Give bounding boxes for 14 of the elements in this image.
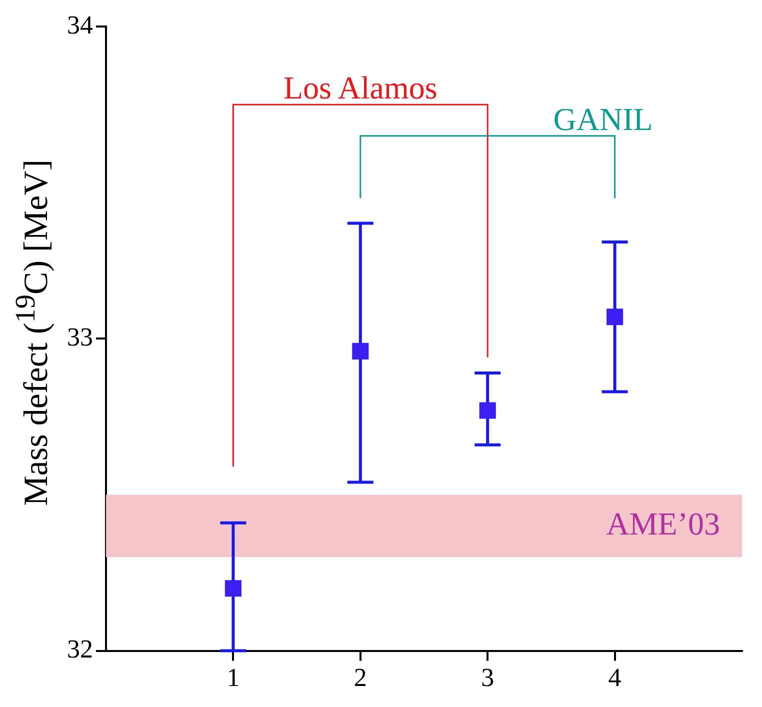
x-tick-label: 4: [608, 663, 622, 692]
point: [352, 342, 369, 360]
x-tick-label: 2: [354, 663, 367, 692]
point: [606, 308, 624, 326]
y-tick-label: 34: [67, 10, 93, 40]
annotation: GANIL: [553, 100, 653, 137]
y-tick-label: 32: [67, 634, 93, 664]
point: [479, 402, 496, 419]
x-tick-label: 1: [226, 663, 240, 692]
point: [224, 580, 242, 597]
x-tick-label: 3: [481, 663, 494, 692]
annotation: Los Alamos: [284, 70, 438, 106]
band-label: AME’03: [606, 505, 720, 542]
y-tick-label: 33: [67, 322, 93, 352]
